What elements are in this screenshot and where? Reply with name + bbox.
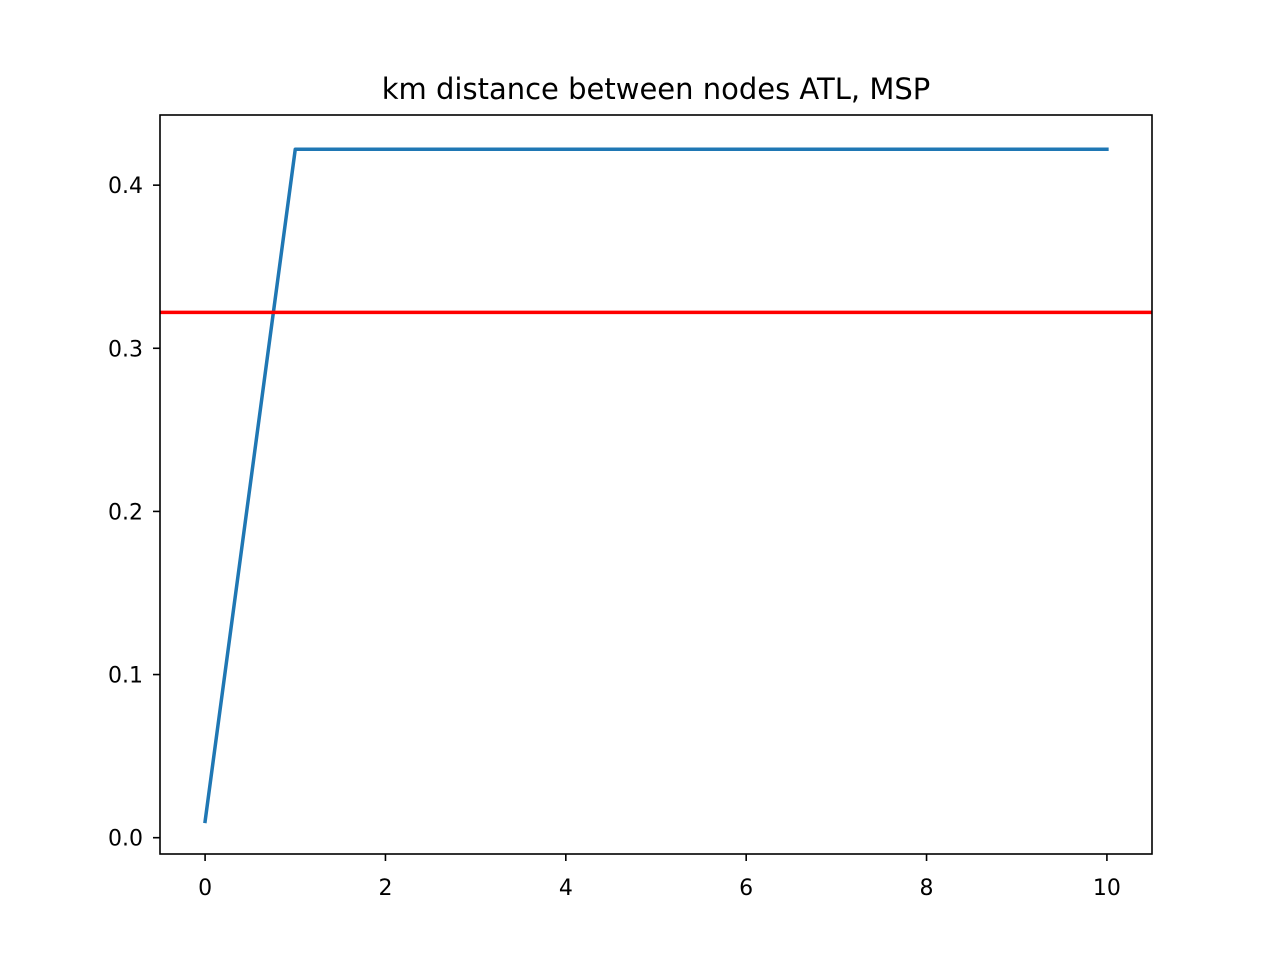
x-tick-label: 2 [378, 876, 392, 901]
plot-area [160, 147, 1152, 824]
y-tick-label: 0.1 [108, 664, 143, 689]
plot-content [160, 147, 1152, 824]
y-tick-label: 0.4 [108, 174, 143, 199]
axes-frame [159, 114, 1153, 855]
axes: 0 2 4 6 8 10 0.0 0.1 0.2 0.3 0.4 [108, 114, 1153, 901]
series-line-0 [203, 147, 1109, 824]
y-tick-label: 0.2 [108, 500, 143, 525]
y-tick-label: 0.3 [108, 337, 143, 362]
x-tick-label: 6 [739, 876, 753, 901]
y-tick-label: 0.0 [108, 827, 143, 852]
chart-title: km distance between nodes ATL, MSP [382, 72, 931, 106]
x-tick-label: 10 [1093, 876, 1121, 901]
x-tick-label: 8 [920, 876, 934, 901]
x-tick-label: 4 [559, 876, 573, 901]
x-tick-label: 0 [198, 876, 212, 901]
